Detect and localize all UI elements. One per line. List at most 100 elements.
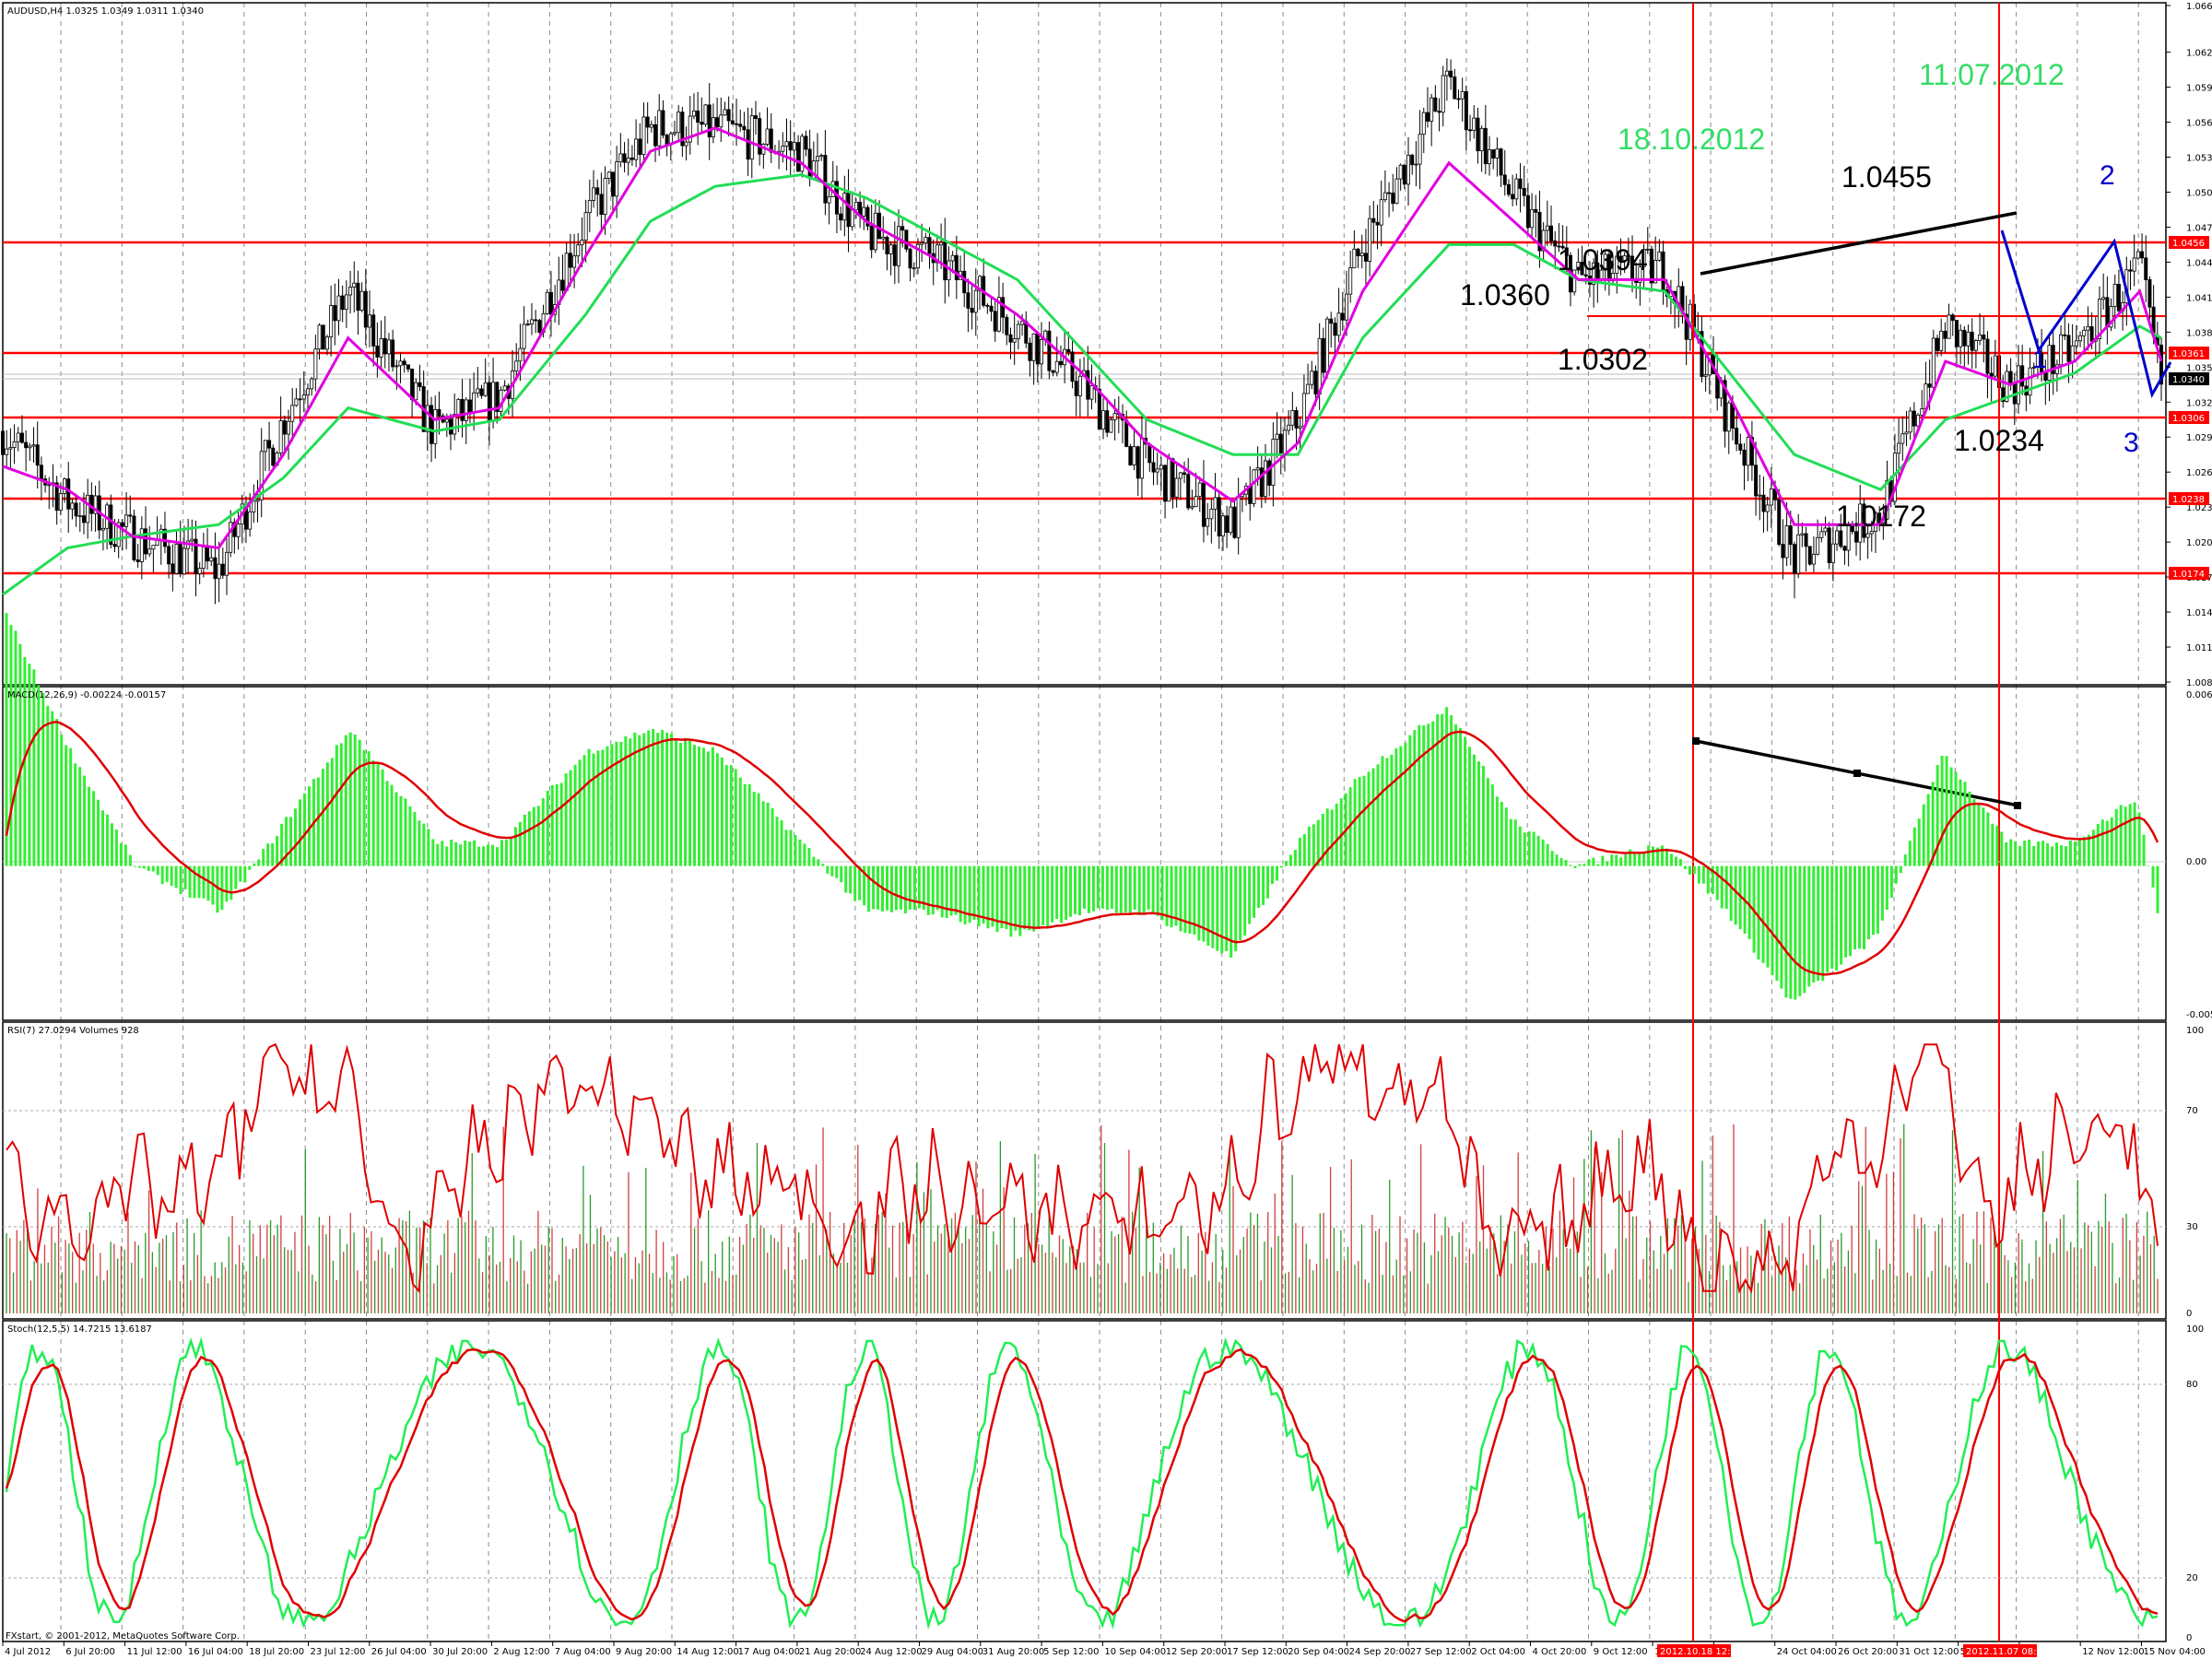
candle-body <box>77 515 82 518</box>
candle-body <box>472 392 477 413</box>
candle-body <box>1232 506 1237 538</box>
macd-trendline-handle[interactable] <box>1692 737 1700 745</box>
candle-body <box>850 209 854 228</box>
candle-body <box>317 324 322 350</box>
macd-trendline-handle[interactable] <box>1853 770 1861 777</box>
price-panel-header: AUDUSD,H4 1.0325 1.0349 1.0311 1.0340 <box>7 6 204 17</box>
price-tick-label: 1.0595 <box>2186 84 2212 94</box>
vline-badge-1-text: 2012.10.18 12:00 <box>1660 1647 1742 1657</box>
candle-body <box>595 187 600 195</box>
candle-body <box>28 445 32 449</box>
wave-lines[interactable] <box>2000 229 2172 398</box>
rsi-axis-70: 70 <box>2186 1106 2198 1116</box>
candle-body <box>1854 531 1859 543</box>
time-tick-label: 2 Oct 04:00 <box>1471 1647 1525 1657</box>
candle-body <box>1135 446 1140 479</box>
price-panel[interactable] <box>2 2 2167 686</box>
candle-body <box>310 378 314 390</box>
candle-body <box>2008 371 2013 384</box>
time-tick-label: 2 Aug 12:00 <box>493 1647 549 1657</box>
candle-body <box>1371 218 1376 223</box>
macd-signal-line <box>5 721 2159 976</box>
candle-body <box>1197 482 1202 498</box>
candle-body <box>287 420 291 435</box>
candle-body <box>5 448 9 455</box>
macd-axis-zero: 0.00 <box>2186 857 2206 867</box>
candle-body <box>726 109 731 122</box>
candle-body <box>8 447 13 450</box>
price-tick-label: 1.0665 <box>2186 2 2212 12</box>
candle-body <box>467 399 472 413</box>
candle-body <box>746 129 750 160</box>
candle-body <box>1823 527 1828 533</box>
macd-trendline-handle[interactable] <box>2014 802 2021 809</box>
candle-body <box>1877 512 1882 524</box>
time-tick-label: 9 Oct 12:00 <box>1594 1647 1648 1657</box>
candle-body <box>657 110 662 147</box>
candle-body <box>665 135 669 145</box>
candle-body <box>263 440 267 453</box>
candle-body <box>1217 497 1221 536</box>
candle-body <box>738 124 743 127</box>
candle-body <box>70 502 75 510</box>
candle-body <box>1182 472 1187 476</box>
candle-body <box>1348 267 1353 295</box>
candle-body <box>784 141 789 147</box>
price-trendline[interactable] <box>1700 211 2018 276</box>
candle-body <box>583 212 588 241</box>
candle-body <box>1333 323 1337 336</box>
time-tick-label: 4 Jul 2012 <box>5 1647 51 1657</box>
candle-body <box>1306 383 1311 394</box>
candle-body <box>1008 334 1013 343</box>
candle-body <box>144 528 148 555</box>
candle-body <box>904 229 909 250</box>
time-tick-label: 9 Aug 20:00 <box>616 1647 672 1657</box>
rsi-panel[interactable] <box>2 1021 2167 1320</box>
stoch-axis-80: 80 <box>2186 1380 2198 1390</box>
candle-body <box>1453 76 1457 100</box>
candle-body <box>1514 178 1519 200</box>
candle-body <box>324 336 329 350</box>
candle-body <box>2128 269 2133 272</box>
candle-body <box>209 557 214 562</box>
candle-body <box>1742 450 1747 466</box>
candle-body <box>1047 330 1052 371</box>
candle-body <box>267 440 272 449</box>
candle-body <box>1294 410 1299 429</box>
stoch-signal-line <box>5 1347 2159 1623</box>
candle-body <box>1954 320 1959 347</box>
time-tick-label: 30 Jul 20:00 <box>432 1647 488 1657</box>
candle-body <box>653 124 658 147</box>
candle-body <box>255 499 260 502</box>
candle-body <box>804 135 808 150</box>
candle-body <box>329 305 334 337</box>
candle-body <box>2136 251 2140 259</box>
candle-body <box>1066 348 1071 353</box>
candle-body <box>1603 253 1607 271</box>
candle-body <box>1885 479 1889 520</box>
stoch-axis-100: 100 <box>2186 1324 2204 1335</box>
candle-body <box>294 398 299 406</box>
candle-body <box>1336 312 1341 336</box>
time-tick-label: 7 Aug 04:00 <box>555 1647 611 1657</box>
candle-body <box>1912 410 1916 427</box>
candle-body <box>1012 338 1017 343</box>
candle-body <box>1641 249 1646 268</box>
time-tick-label: 23 Jul 12:00 <box>311 1647 366 1657</box>
stoch-axis-20: 20 <box>2186 1573 2198 1583</box>
candle-body <box>1758 494 1762 497</box>
candle-body <box>677 112 681 134</box>
time-tick-label: 15 Nov 04:00 <box>2144 1647 2206 1657</box>
candle-body <box>691 110 696 117</box>
candle-body <box>1982 334 1986 340</box>
candle-body <box>529 319 534 324</box>
candle-body <box>2089 326 2094 342</box>
candle-body <box>2035 353 2040 368</box>
candle-body <box>634 138 639 160</box>
candle-body <box>1723 380 1727 432</box>
candle-body <box>1398 164 1403 180</box>
macd-axis-top: 0.00616 <box>2186 690 2212 700</box>
annotation-level-1-0360: 1.0360 <box>1460 278 1550 312</box>
candle-body <box>398 360 403 367</box>
